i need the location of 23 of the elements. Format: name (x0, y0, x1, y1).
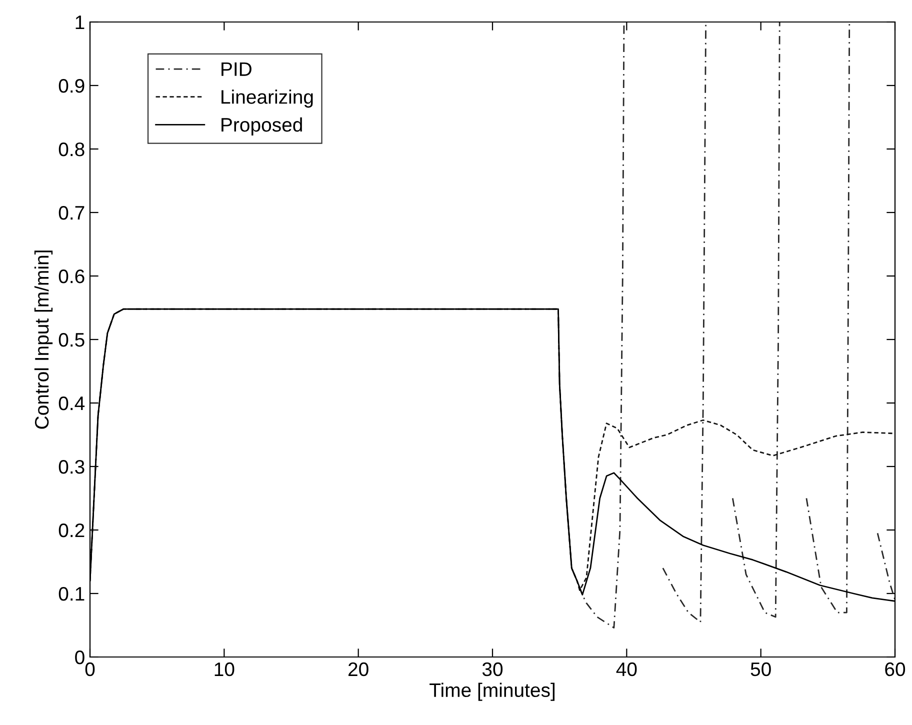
y-tick-label: 0 (75, 650, 84, 664)
y-tick-label: 0.4 (58, 396, 85, 410)
y-tick-label: 0.7 (58, 206, 84, 220)
y-tick-label: 0.1 (58, 586, 84, 601)
x-tick-label: 0 (85, 662, 95, 676)
y-tick-label: 0.8 (58, 142, 84, 156)
y-tick-label: 0.2 (58, 523, 84, 538)
legend-label: PID (222, 62, 252, 76)
x-tick-label: 40 (616, 662, 637, 676)
x-tick-label: 10 (214, 662, 234, 676)
x-tick-label: 50 (750, 662, 771, 676)
x-tick-label: 60 (885, 662, 906, 676)
legend-label: Proposed (222, 117, 302, 136)
y-axis-title: Control Input [m/min] (34, 250, 53, 429)
y-tick-label: 0.5 (58, 332, 84, 347)
y-tick-label: 1 (76, 16, 84, 30)
x-tick-label: 30 (482, 662, 503, 676)
y-tick-label: 0.6 (58, 269, 84, 284)
y-tick-label: 0.3 (58, 460, 84, 474)
x-axis-title: Time [minutes] (430, 682, 555, 701)
x-tick-label: 20 (348, 662, 368, 676)
legend-label: Linearizing (222, 90, 313, 108)
y-tick-label: 0.9 (58, 78, 84, 93)
